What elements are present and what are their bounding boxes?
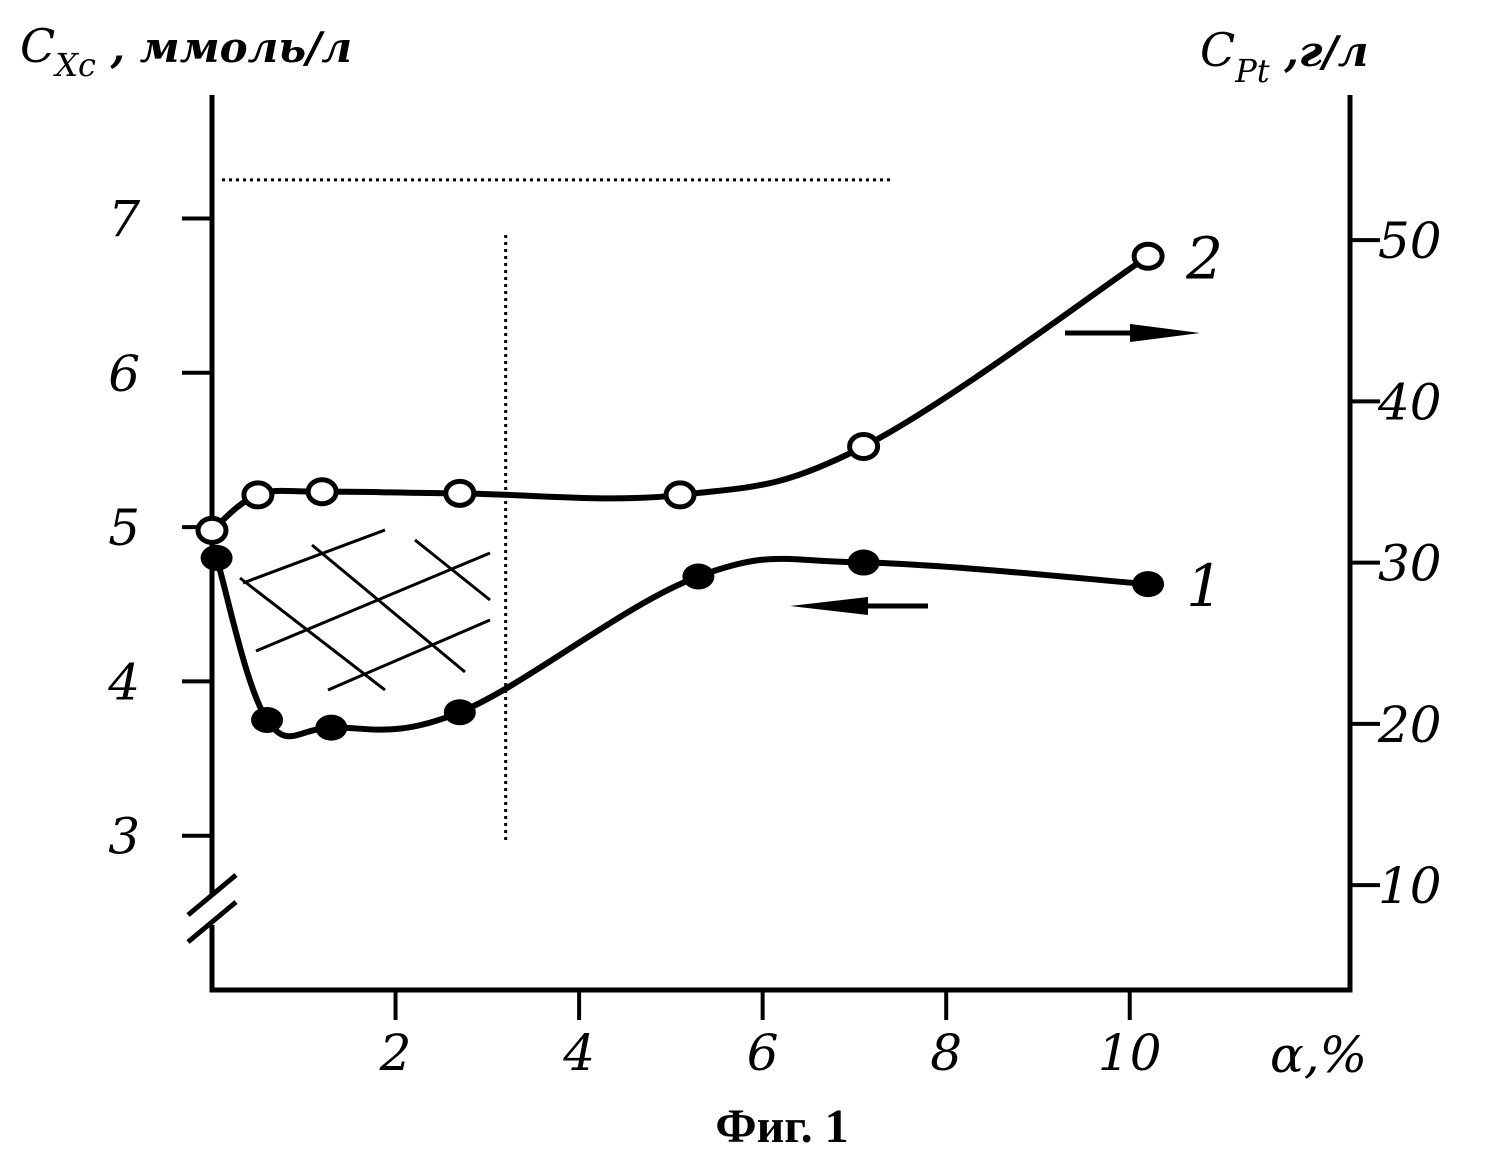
x-tick-label: 2: [379, 1024, 412, 1082]
series-2-point: [1131, 241, 1165, 271]
y-left-tick-label: 7: [108, 190, 140, 248]
y-left-tick-label: 5: [108, 499, 140, 557]
axes: 3 4 5 6 7 10 20 30 40 50 2 4 6 8 10: [107, 95, 1442, 1082]
labels: CXc , ммоль/л CPt ,г/л α,% Фиг. 1: [20, 19, 1369, 1153]
y-right-tick-label: 10: [1378, 857, 1442, 915]
series-1-point: [251, 706, 284, 733]
series-2-axis-arrowhead: [1130, 324, 1200, 342]
y-right-tick-label: 20: [1377, 696, 1442, 754]
y-right-tick-label: 40: [1377, 373, 1442, 431]
axes-frame: [209, 95, 1353, 993]
y-right-tick-label: 30: [1378, 535, 1442, 593]
x-tick-label: 4: [562, 1024, 595, 1082]
series-1-point: [682, 563, 715, 590]
series-1-point: [443, 699, 476, 726]
x-tick-label: 6: [747, 1024, 779, 1082]
series-1-line: [213, 554, 1152, 740]
series-1-label: 1: [1186, 552, 1223, 620]
x-tick-label: 10: [1098, 1024, 1162, 1082]
series-1-axis-arrowhead: [790, 597, 868, 615]
hatch-line: [242, 528, 386, 585]
annotations: [222, 178, 890, 840]
hatch-line: [239, 576, 386, 692]
series-2-label: 2: [1185, 224, 1223, 292]
series-2-point: [663, 480, 697, 510]
series-2-point: [847, 432, 881, 462]
y-left-tick-label: 3: [108, 808, 140, 866]
y-left-axis-label: CXc , ммоль/л: [20, 19, 352, 84]
series-1-point: [200, 544, 233, 571]
series: 12: [195, 224, 1223, 741]
series-1-point: [847, 549, 880, 576]
hatch-line: [311, 543, 466, 674]
figure-caption: Фиг. 1: [715, 1100, 848, 1153]
series-2-point: [241, 480, 275, 510]
hatch-line: [327, 618, 491, 692]
series-1-point: [315, 714, 348, 741]
series-1-point: [1132, 571, 1165, 598]
series-2-point: [443, 478, 477, 508]
y-left-tick-label: 6: [108, 345, 140, 403]
x-axis-label: α,%: [1270, 1026, 1367, 1084]
y-left-tick-label: 4: [107, 653, 140, 711]
y-right-tick-label: 50: [1378, 212, 1442, 270]
y-right-axis-label: CPt ,г/л: [1200, 23, 1369, 90]
series-2-point: [305, 477, 339, 507]
x-tick-label: 8: [930, 1024, 962, 1082]
series-2-line: [209, 253, 1152, 534]
axis-break-mark: [186, 873, 238, 944]
series-2-point: [195, 515, 229, 545]
hatch-line: [414, 538, 491, 602]
